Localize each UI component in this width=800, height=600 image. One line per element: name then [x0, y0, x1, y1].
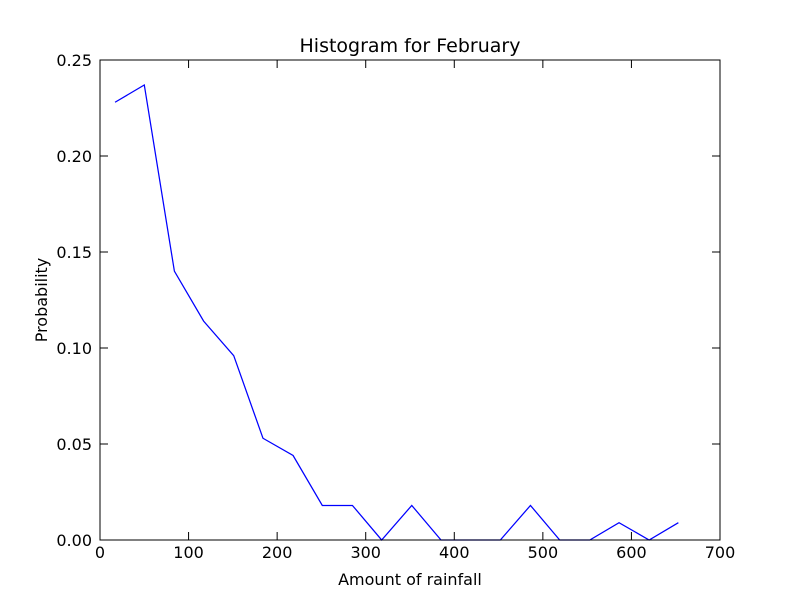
x-axis-label: Amount of rainfall	[338, 570, 482, 589]
y-tick-label-2: 0.10	[56, 339, 92, 358]
plot-layer	[114, 83, 679, 541]
x-tick-label-5: 500	[528, 543, 559, 562]
x-tick-label-4: 400	[439, 543, 470, 562]
plot-frame	[99, 59, 721, 541]
y-tick-label-5: 0.25	[56, 51, 92, 70]
x-tick-label-6: 600	[616, 543, 647, 562]
y-tick-label-3: 0.15	[56, 243, 92, 262]
chart-title: Histogram for February	[300, 35, 521, 57]
x-tick-label-7: 700	[705, 543, 736, 562]
labels-layer: Histogram for February Amount of rainfal…	[32, 35, 520, 589]
y-tick-label-0: 0.00	[56, 531, 92, 550]
y-tick-label-4: 0.20	[56, 147, 92, 166]
x-tick-label-3: 300	[350, 543, 381, 562]
x-tick-label-0: 0	[95, 543, 105, 562]
x-tick-label-2: 200	[262, 543, 293, 562]
series-line-0	[114, 83, 679, 541]
x-tick-label-1: 100	[173, 543, 204, 562]
y-axis-label: Probability	[32, 258, 51, 343]
y-tick-label-1: 0.05	[56, 435, 92, 454]
ticks-layer: 0 100 200 300 400 500 600 700 0.00 0.05 0.10 0.15 0.…	[56, 51, 735, 562]
